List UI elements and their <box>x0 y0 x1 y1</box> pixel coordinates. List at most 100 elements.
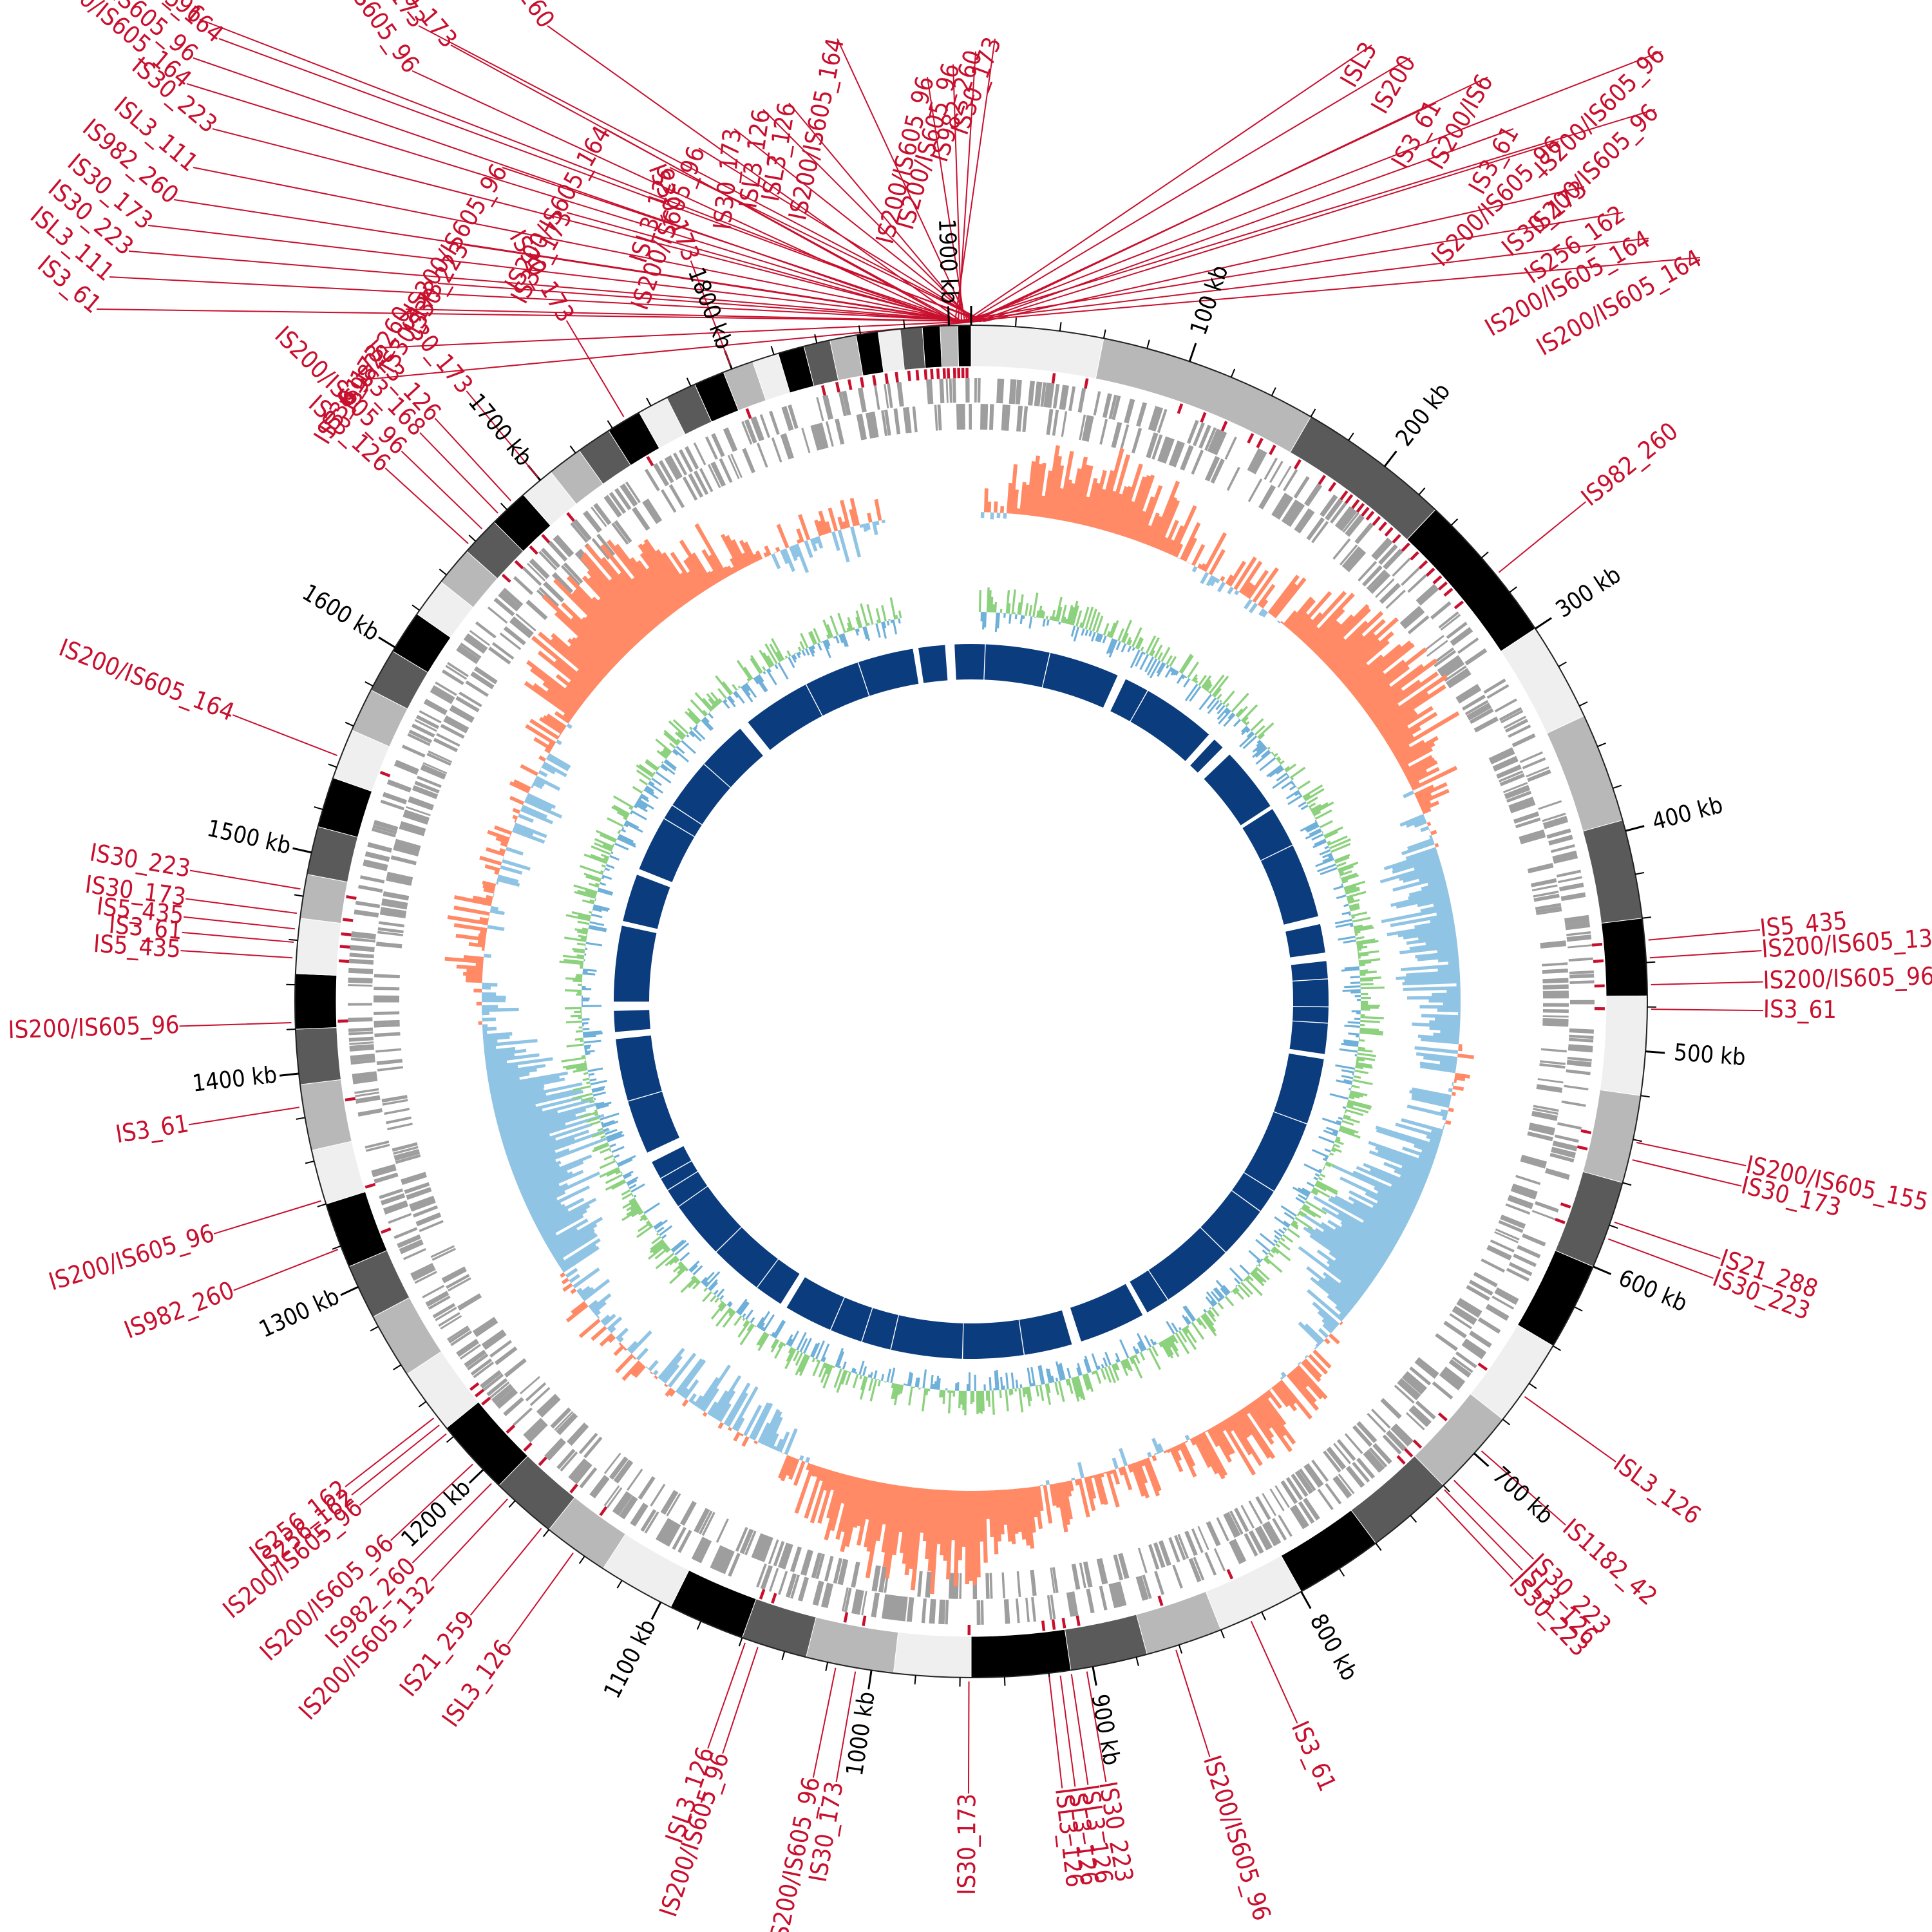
gc-content-spike <box>786 1347 795 1362</box>
gene-block <box>1153 1542 1166 1568</box>
gene-block <box>1542 1021 1569 1027</box>
gene-block <box>917 1571 923 1597</box>
gene-block <box>1452 629 1473 647</box>
gc-content-spike <box>1274 1216 1290 1228</box>
gc-content-spike <box>851 1367 855 1373</box>
gene-block <box>929 379 934 404</box>
gc-content-spike <box>1341 1075 1354 1079</box>
gene-block <box>959 1573 962 1599</box>
gene-block <box>769 410 780 435</box>
gene-block <box>710 461 726 487</box>
gene-block <box>1052 1567 1059 1593</box>
gc-content-spike <box>951 1390 954 1393</box>
gc-skew-spike <box>1266 1389 1283 1409</box>
gc-content-spike <box>824 639 830 650</box>
cluster-leader-line <box>418 25 985 322</box>
gc-content-spike <box>582 1001 583 1003</box>
gc-skew-spike <box>509 795 525 806</box>
gene-block <box>1437 655 1461 674</box>
gene-block <box>355 1095 381 1104</box>
gc-content-spike <box>1354 924 1373 931</box>
gc-content-spike <box>692 1265 703 1276</box>
gc-skew-spike <box>504 1133 551 1151</box>
gc-skew-spike <box>1415 782 1448 800</box>
gc-skew-spike <box>1235 1412 1253 1437</box>
gc-skew-spike <box>1014 1488 1022 1533</box>
gene-block <box>412 723 435 738</box>
gc-content-spike <box>1343 880 1366 889</box>
gc-skew-spike <box>509 1128 610 1167</box>
gene-block <box>1226 466 1240 491</box>
gc-content-spike <box>606 1133 622 1141</box>
gc-content-spike <box>1169 656 1177 667</box>
gene-block <box>387 871 413 880</box>
gc-content-spike <box>1115 1363 1120 1370</box>
gene-block <box>1569 1028 1595 1034</box>
gc-skew-spike <box>983 488 989 513</box>
gene-block <box>1027 381 1036 406</box>
gc-content-spike <box>1335 922 1354 928</box>
gc-content-spike <box>1245 1276 1250 1280</box>
scale-tick <box>858 325 862 335</box>
homology-block <box>652 1146 692 1179</box>
gene-block <box>1291 1473 1309 1497</box>
gene-block <box>1560 892 1586 902</box>
homology-block <box>954 644 971 680</box>
gc-skew-spike <box>866 1482 884 1552</box>
position-band <box>922 325 943 369</box>
gc-skew-spike <box>1297 1361 1302 1365</box>
gc-skew-spike <box>1452 1082 1454 1086</box>
gc-content-spike <box>1183 677 1191 688</box>
gc-content-spike <box>799 641 806 650</box>
gc-content-spike <box>1001 612 1004 614</box>
gene-block <box>1401 1376 1423 1395</box>
gene-block <box>495 1388 516 1406</box>
gc-skew-spike <box>1437 947 1458 954</box>
gene-block <box>399 1241 424 1255</box>
gc-content-spike <box>1005 590 1010 614</box>
gc-content-spike <box>1175 670 1179 676</box>
gc-skew-spike <box>581 617 624 659</box>
gc-content-spike <box>826 634 830 639</box>
gc-skew-spike <box>1095 470 1115 529</box>
gene-block <box>1277 466 1292 488</box>
gc-content-spike <box>1161 1340 1174 1359</box>
gene-block <box>1505 1203 1531 1215</box>
gc-content-spike <box>621 1207 642 1222</box>
gc-skew-spike <box>856 1480 874 1546</box>
gc-content-spike <box>639 778 649 786</box>
gc-skew-spike <box>1177 557 1180 560</box>
gc-content-spike <box>1355 936 1365 940</box>
kb-label: 200 kb <box>1391 379 1456 451</box>
gc-content-spike <box>579 966 583 969</box>
gene-block <box>1520 1155 1548 1166</box>
insertion-mark <box>884 373 889 384</box>
gc-skew-spike <box>1418 1155 1434 1164</box>
gc-skew-spike <box>1370 671 1439 721</box>
gc-content-spike <box>1302 1205 1321 1218</box>
gene-block <box>855 1589 864 1615</box>
scale-tick <box>1178 1644 1183 1654</box>
gc-content-spike <box>1240 1282 1253 1295</box>
gc-content-spike <box>999 1377 1003 1390</box>
gc-skew-spike <box>501 1112 591 1142</box>
gc-content-spike <box>1278 1240 1291 1251</box>
gc-content-spike <box>1148 637 1160 656</box>
gc-skew-spike <box>1372 703 1400 724</box>
gc-skew-spike <box>781 1452 785 1455</box>
gc-skew-spike <box>902 1487 915 1564</box>
gene-block <box>711 433 725 457</box>
gc-content-spike <box>1266 764 1282 777</box>
scale-tick <box>1271 387 1276 396</box>
gc-content-spike <box>1350 924 1354 927</box>
gc-content-spike <box>583 1072 589 1075</box>
gene-block <box>691 1537 706 1560</box>
gc-content-spike <box>873 1370 878 1379</box>
gc-skew-spike <box>618 572 663 625</box>
gc-skew-spike <box>1290 612 1309 633</box>
gc-content-spike <box>661 761 664 764</box>
gc-skew-spike <box>575 636 613 671</box>
homology-block <box>616 1035 662 1101</box>
gene-block <box>1461 1343 1483 1359</box>
scale-tick <box>412 604 421 611</box>
